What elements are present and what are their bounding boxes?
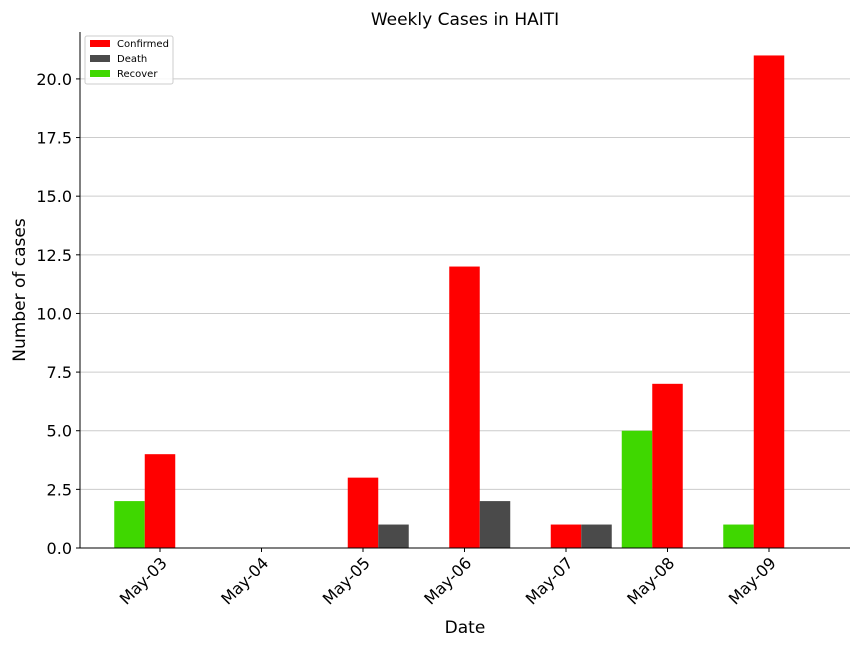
bar-death-may-07	[581, 524, 612, 548]
bar-death-may-06	[479, 501, 511, 548]
x-tick-label: May-06	[420, 553, 475, 608]
bars	[114, 55, 785, 549]
bar-confirmed-may-09	[753, 55, 785, 549]
y-axis-title: Number of cases	[10, 218, 30, 362]
x-tick-label: May-07	[522, 553, 577, 608]
bar-confirmed-may-05	[347, 477, 379, 548]
chart-title: Weekly Cases in HAITI	[371, 10, 559, 30]
bar-confirmed-may-07	[550, 524, 582, 548]
y-ticks: 0.0 2.5 5.0 7.5 10.0 12.5 15.0 17.5 20.0	[36, 70, 80, 558]
x-tick-label: May-08	[623, 553, 678, 608]
y-tick-label: 2.5	[47, 480, 72, 499]
y-tick-label: 12.5	[36, 246, 72, 265]
x-tick-label: May-09	[725, 553, 780, 608]
bar-confirmed-may-06	[449, 266, 480, 548]
x-axis-title: Date	[445, 618, 486, 638]
x-tick-label: May-04	[217, 553, 272, 608]
y-tick-label: 17.5	[36, 129, 72, 148]
y-tick-label: 15.0	[36, 187, 72, 206]
legend-swatch-recover	[90, 70, 110, 77]
legend-swatch-death	[90, 55, 110, 62]
y-tick-label: 0.0	[47, 539, 72, 558]
bar-recover-may-08	[621, 430, 653, 548]
legend-label-confirmed: Confirmed	[117, 39, 169, 50]
x-ticks: May-03 May-04 May-05 May-06 May-07 May-08 May-…	[116, 548, 780, 609]
legend-label-death: Death	[117, 54, 147, 65]
bar-death-may-05	[378, 524, 409, 548]
bar-confirmed-may-03	[144, 454, 176, 548]
x-tick-label: May-03	[116, 553, 171, 608]
y-tick-label: 10.0	[36, 304, 72, 323]
legend: Confirmed Death Recover	[84, 35, 174, 85]
bar-confirmed-may-08	[652, 383, 683, 548]
y-tick-label: 7.5	[47, 363, 72, 382]
bar-recover-may-03	[114, 501, 145, 548]
legend-label-recover: Recover	[117, 69, 158, 80]
x-tick-label: May-05	[319, 553, 374, 608]
y-tick-label: 20.0	[36, 70, 72, 89]
y-tick-label: 5.0	[47, 422, 72, 441]
bar-recover-may-09	[723, 524, 754, 548]
legend-swatch-confirmed	[90, 40, 110, 47]
